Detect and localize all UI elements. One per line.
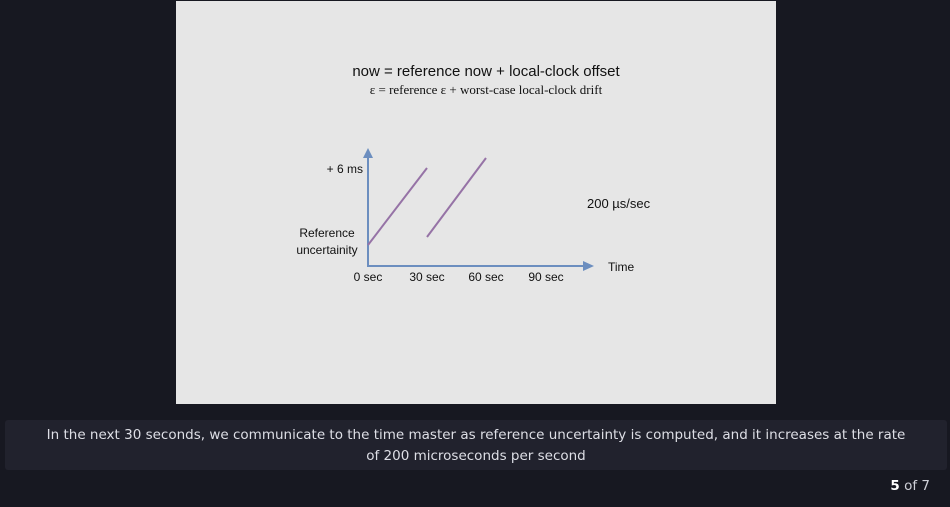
x-tick-label: 60 sec	[468, 270, 503, 284]
total-slides-number: 7	[921, 478, 930, 494]
x-tick-label: 90 sec	[528, 270, 563, 284]
y-axis-arrowhead	[363, 148, 373, 158]
uncertainty-line-2	[426, 157, 487, 238]
slide-counter: 5 of 7	[890, 478, 930, 494]
formula-line-2: ε = reference ε + worst-case local-clock…	[370, 82, 603, 97]
y-axis-label-line-2: uncertainity	[296, 243, 357, 257]
uncertainty-line-1	[367, 167, 428, 246]
formula-line-1: now = reference now + local-clock offset	[352, 63, 620, 80]
x-axis-label: Time	[608, 260, 635, 274]
y-axis-label-line-1: Reference	[299, 226, 355, 240]
rate-label: 200 µs/sec	[587, 196, 651, 211]
counter-separator: of	[904, 478, 918, 494]
current-slide-number: 5	[890, 478, 900, 494]
y-tick-label: + 6 ms	[327, 162, 363, 176]
diagram: now = reference now + local-clock offset…	[296, 63, 651, 284]
caption-bar: In the next 30 seconds, we communicate t…	[5, 420, 947, 470]
slide-image: now = reference now + local-clock offset…	[176, 1, 776, 404]
x-tick-label: 30 sec	[409, 270, 444, 284]
x-tick-label: 0 sec	[354, 270, 383, 284]
caption-text: In the next 30 seconds, we communicate t…	[46, 427, 906, 464]
x-axis-arrowhead	[583, 261, 594, 271]
